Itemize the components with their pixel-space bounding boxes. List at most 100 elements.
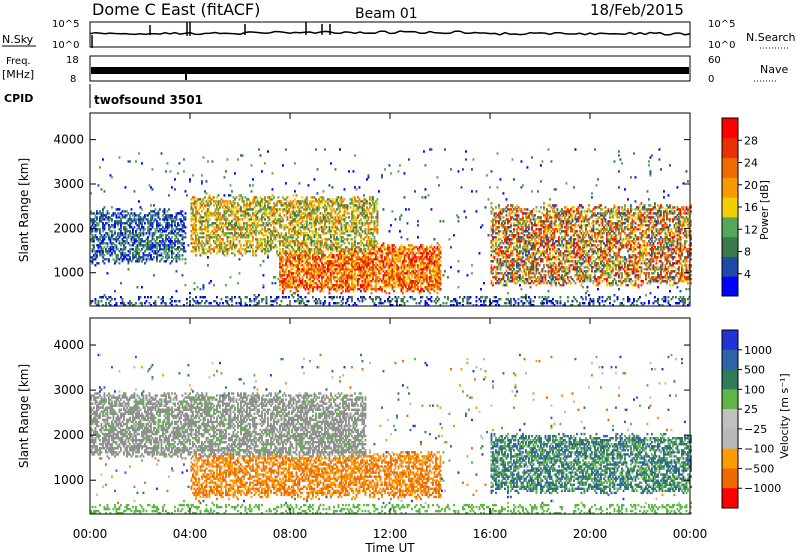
range-gate-cell: [213, 226, 215, 229]
range-gate-cell: [319, 226, 322, 229]
range-gate-cell: [390, 272, 392, 275]
range-gate-cell: [105, 222, 107, 225]
range-gate-cell: [472, 304, 475, 307]
range-gate-cell: [319, 206, 322, 209]
range-gate-cell: [294, 232, 296, 235]
range-gate-cell: [253, 224, 256, 227]
range-gate-cell: [297, 206, 299, 209]
range-gate-cell: [334, 242, 337, 245]
range-gate-cell: [118, 228, 121, 231]
range-gate-cell: [336, 276, 338, 279]
range-gate-cell: [303, 238, 305, 241]
range-gate-cell: [198, 198, 200, 201]
range-gate-cell: [244, 236, 247, 239]
range-gate-cell: [255, 238, 257, 241]
range-gate-cell: [217, 224, 220, 227]
range-gate-cell: [391, 252, 394, 255]
range-gate-cell: [190, 216, 193, 219]
range-gate-cell: [117, 234, 119, 237]
range-gate-cell: [165, 224, 167, 227]
range-gate-cell: [433, 272, 436, 275]
range-gate-cell: [127, 302, 130, 305]
range-gate-cell: [151, 226, 154, 229]
range-gate-cell: [370, 298, 373, 301]
range-gate-cell: [322, 284, 325, 287]
range-gate-cell: [429, 280, 431, 283]
range-gate-cell: [312, 262, 314, 265]
range-gate-cell: [262, 212, 265, 215]
range-gate-cell: [207, 212, 209, 215]
range-gate-cell: [235, 206, 238, 209]
range-gate-cell: [397, 254, 400, 257]
range-gate-cell: [295, 222, 298, 225]
range-gate-cell: [340, 300, 343, 303]
range-gate-cell: [313, 244, 316, 247]
range-gate-cell: [223, 248, 226, 251]
range-gate-cell: [234, 254, 236, 257]
range-gate-cell: [252, 254, 254, 257]
range-gate-cell: [316, 210, 319, 213]
range-gate-cell: [129, 252, 131, 255]
range-gate-cell: [379, 256, 382, 259]
range-gate-cell: [436, 266, 439, 269]
range-gate-cell: [202, 252, 205, 255]
range-gate-cell: [315, 246, 317, 249]
range-gate-cell: [178, 258, 181, 261]
range-gate-cell: [247, 224, 250, 227]
range-gate-cell: [315, 250, 317, 253]
range-gate-cell: [228, 208, 230, 211]
range-gate-cell: [103, 206, 106, 209]
range-gate-cell: [310, 250, 313, 253]
range-gate-cell: [327, 262, 329, 265]
range-gate-cell: [331, 214, 334, 217]
range-gate-cell: [354, 248, 356, 251]
range-gate-cell: [234, 230, 236, 233]
range-gate-cell: [268, 218, 271, 221]
range-gate-cell: [264, 218, 266, 221]
range-gate-cell: [321, 230, 323, 233]
range-gate-cell: [100, 188, 103, 191]
range-gate-cell: [370, 222, 373, 225]
range-gate-cell: [205, 230, 208, 233]
range-gate-cell: [136, 248, 139, 251]
range-gate-cell: [402, 264, 404, 267]
range-gate-cell: [399, 256, 401, 259]
range-gate-cell: [283, 258, 286, 261]
range-gate-cell: [343, 242, 346, 245]
range-gate-cell: [369, 228, 371, 231]
range-gate-cell: [217, 204, 220, 207]
range-gate-cell: [321, 200, 323, 203]
range-gate-cell: [315, 260, 317, 263]
range-gate-cell: [369, 282, 371, 285]
range-gate-cell: [274, 208, 277, 211]
range-gate-cell: [138, 242, 140, 245]
range-gate-cell: [261, 232, 263, 235]
range-gate-cell: [310, 222, 313, 225]
range-gate-cell: [306, 244, 308, 247]
range-gate-cell: [396, 278, 398, 281]
range-gate-cell: [225, 244, 227, 247]
range-gate-cell: [90, 256, 92, 259]
range-gate-cell: [120, 232, 122, 235]
range-gate-cell: [324, 222, 326, 225]
range-gate-cell: [319, 270, 322, 273]
range-gate-cell: [109, 218, 112, 221]
range-gate-cell: [414, 256, 416, 259]
range-gate-cell: [276, 234, 278, 237]
range-gate-cell: [229, 236, 232, 239]
range-gate-cell: [340, 264, 343, 267]
range-gate-cell: [354, 198, 356, 201]
range-gate-cell: [223, 210, 226, 213]
range-gate-cell: [412, 298, 415, 301]
range-gate-cell: [291, 256, 293, 259]
range-gate-cell: [259, 202, 262, 205]
range-gate-cell: [244, 250, 247, 253]
range-gate-cell: [201, 222, 203, 225]
range-gate-cell: [271, 242, 274, 245]
range-gate-cell: [304, 226, 307, 229]
range-gate-cell: [294, 212, 296, 215]
range-gate-cell: [93, 254, 95, 257]
range-gate-cell: [238, 234, 241, 237]
range-gate-cell: [171, 228, 173, 231]
range-gate-cell: [417, 224, 419, 227]
